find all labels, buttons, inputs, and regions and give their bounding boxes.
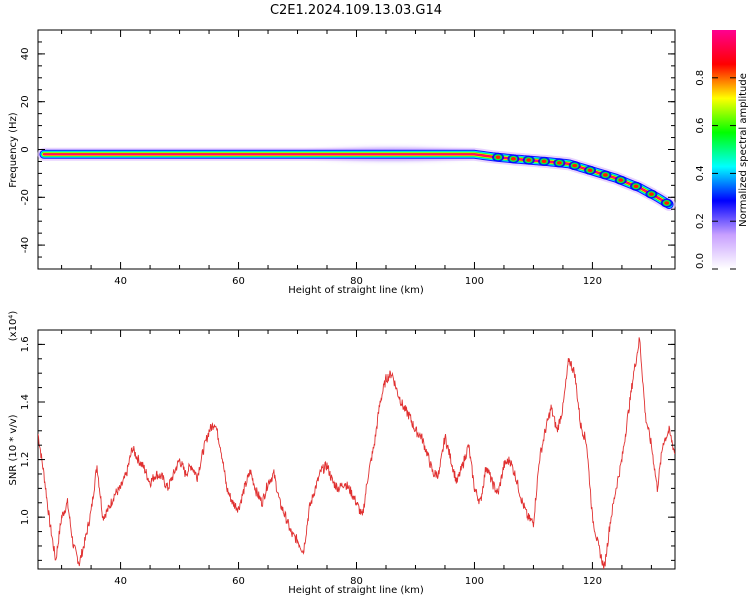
snr-y-axis-label: SNR (10 * v/v) xyxy=(8,414,19,485)
snr-x-tick-label: 100 xyxy=(465,576,484,587)
colorbar-tick-label: 0.2 xyxy=(695,213,706,229)
spectrogram-blob-core xyxy=(633,184,639,189)
spectrogram-blob-core xyxy=(526,158,532,162)
snr-x-tick-label: 80 xyxy=(350,576,363,587)
spectrogram-blob-core xyxy=(572,163,578,168)
spectrogram-axes: 40 60 80 100 120 -40 -20 0 20 40 xyxy=(20,29,675,287)
snr-y-tick-label: 1.4 xyxy=(20,394,31,410)
snr-y-tick-label: 1.6 xyxy=(20,336,31,352)
colorbar-bar xyxy=(712,30,736,269)
spectrogram-y-tick-label: -40 xyxy=(20,237,31,253)
snr-marks xyxy=(38,337,675,569)
chart-title: C2E1.2024.109.13.03.G14 xyxy=(270,3,442,18)
snr-axes: 40 60 80 100 120 1.0 1.2 1.4 1.6 xyxy=(20,329,675,587)
spectrogram-y-tick-label: 20 xyxy=(20,95,31,108)
colorbar-tick-label: 0.4 xyxy=(695,165,706,181)
spectrogram-blob-core xyxy=(648,192,654,196)
snr-x-tick-label: 120 xyxy=(583,576,602,587)
spectrogram-blob-core xyxy=(602,173,608,177)
spectrogram-x-tick-label: 120 xyxy=(583,276,602,287)
colorbar-tick-label: 0.6 xyxy=(695,118,706,134)
spectrogram-panel: 40 60 80 100 120 -40 -20 0 20 40 Height of straig… xyxy=(8,29,676,296)
spectrogram-blob-core xyxy=(556,161,562,165)
snr-y-multiplier: (x10⁴) xyxy=(8,311,19,342)
spectrogram-y-tick-label: -20 xyxy=(20,189,31,205)
colorbar: 0.0 0.2 0.4 0.6 0.8 Normalized spectral ampl… xyxy=(695,30,749,270)
snr-panel: 40 60 80 100 120 1.0 1.2 1.4 1.6 Height of strai… xyxy=(8,311,676,596)
snr-x-tick-label: 60 xyxy=(232,576,245,587)
spectrogram-blob-core xyxy=(664,201,670,205)
spectrogram-blob-core xyxy=(587,168,593,173)
spectrogram-blob-core xyxy=(618,178,624,182)
snr-x-tick-label: 40 xyxy=(114,576,127,587)
spectrogram-x-tick-label: 40 xyxy=(114,276,127,287)
spectrogram-y-tick-label: 0 xyxy=(20,146,31,152)
spectrogram-x-tick-label: 60 xyxy=(232,276,245,287)
snr-y-tick-label: 1.2 xyxy=(20,452,31,468)
colorbar-tick-label: 0.8 xyxy=(695,70,706,86)
spectrogram-marks xyxy=(37,147,676,211)
colorbar-label: Normalized spectral amplitude xyxy=(738,73,749,227)
snr-series-line xyxy=(38,337,675,569)
colorbar-ticks: 0.0 0.2 0.4 0.6 0.8 xyxy=(695,70,736,270)
spectrogram-y-axis-label: Frequency (Hz) xyxy=(8,112,19,188)
spectrogram-blob-core xyxy=(510,157,516,161)
snr-y-tick-label: 1.0 xyxy=(20,509,31,525)
spectrogram-x-axis-label: Height of straight line (km) xyxy=(288,285,424,296)
spectrogram-blob-core xyxy=(541,159,547,164)
colorbar-tick-label: 0.0 xyxy=(695,253,706,269)
snr-plot-area xyxy=(37,329,676,570)
snr-x-axis-label: Height of straight line (km) xyxy=(288,585,424,596)
spectrogram-blob-core xyxy=(495,155,501,160)
spectrogram-x-tick-label: 80 xyxy=(350,276,363,287)
spectrogram-x-tick-label: 100 xyxy=(465,276,484,287)
spectrogram-y-tick-label: 40 xyxy=(20,48,31,61)
